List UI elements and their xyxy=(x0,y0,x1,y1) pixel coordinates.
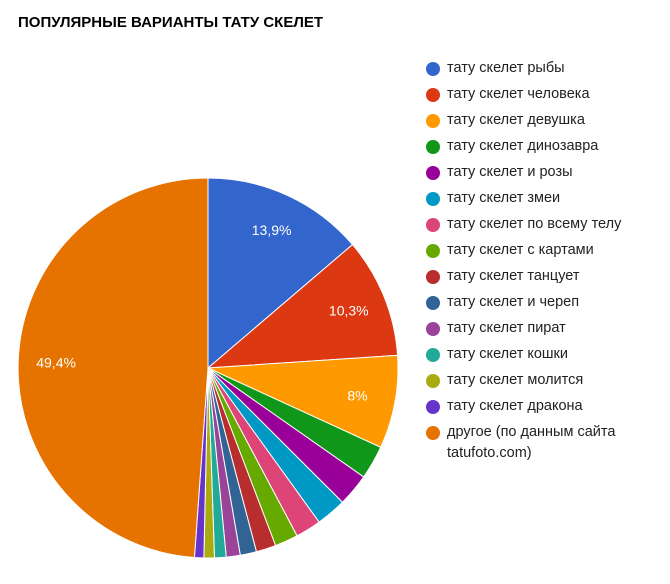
legend-swatch xyxy=(426,269,440,284)
legend-swatch xyxy=(426,243,440,258)
legend-item-12: тату скелет кошки xyxy=(426,344,666,365)
legend-swatch xyxy=(426,425,440,440)
chart-title: ПОПУЛЯРНЫЕ ВАРИАНТЫ ТАТУ СКЕЛЕТ xyxy=(18,14,324,31)
legend-item-10: тату скелет и череп xyxy=(426,292,666,313)
legend-item-15: другое (по данным сайта tatufoto.com) xyxy=(426,422,666,464)
slice-data-label-1: 13,9% xyxy=(252,222,292,238)
legend-swatch xyxy=(426,191,440,206)
legend-label: тату скелет танцует xyxy=(447,268,580,284)
legend: тату скелет рыбы тату скелет человека тату… xyxy=(426,58,666,469)
legend-label: тату скелет и розы xyxy=(447,164,573,180)
slice-data-label-3: 8% xyxy=(347,387,367,403)
legend-label: тату скелет рыбы xyxy=(447,60,565,76)
legend-item-1: тату скелет рыбы xyxy=(426,58,666,79)
legend-swatch xyxy=(426,295,440,310)
legend-item-2: тату скелет человека xyxy=(426,84,666,105)
legend-swatch xyxy=(426,373,440,388)
legend-item-5: тату скелет и розы xyxy=(426,162,666,183)
legend-label: тату скелет кошки xyxy=(447,346,569,362)
pie-slice-2 xyxy=(206,243,399,369)
pie-slice-1 xyxy=(207,177,354,370)
legend-swatch xyxy=(426,113,440,128)
legend-label: тату скелет девушка xyxy=(447,112,585,128)
pie-slices xyxy=(17,177,399,559)
legend-swatch xyxy=(426,165,440,180)
pie-slice-15 xyxy=(17,177,209,559)
legend-swatch xyxy=(426,217,440,232)
legend-label: тату скелет и череп xyxy=(447,294,580,310)
pie-data-labels: 13,9% 10,3% 8% 49,4% xyxy=(36,222,368,404)
legend-swatch xyxy=(426,61,440,76)
legend-item-3: тату скелет девушка xyxy=(426,110,666,131)
legend-swatch xyxy=(426,139,440,154)
legend-label: тату скелет пират xyxy=(447,320,566,336)
slice-data-label-15: 49,4% xyxy=(36,355,76,371)
legend-item-13: тату скелет молится xyxy=(426,370,666,391)
legend-label: тату скелет динозавра xyxy=(447,138,599,154)
legend-item-6: тату скелет змеи xyxy=(426,188,666,209)
legend-label: тату скелет молится xyxy=(447,372,584,388)
legend-swatch xyxy=(426,321,440,336)
pie-slice-3 xyxy=(207,354,399,448)
legend-label: другое (по данным сайта tatufoto.com) xyxy=(447,424,616,461)
legend-item-11: тату скелет пират xyxy=(426,318,666,339)
legend-label: тату скелет змеи xyxy=(447,190,561,206)
legend-item-9: тату скелет танцует xyxy=(426,266,666,287)
legend-label: тату скелет человека xyxy=(447,86,590,102)
legend-item-4: тату скелет динозавра xyxy=(426,136,666,157)
legend-label: тату скелет дракона xyxy=(447,398,583,414)
legend-label: тату скелет по всему телу xyxy=(447,216,622,232)
legend-item-7: тату скелет по всему телу xyxy=(426,214,666,235)
legend-label: тату скелет с картами xyxy=(447,242,594,258)
slice-data-label-2: 10,3% xyxy=(329,303,369,319)
legend-swatch xyxy=(426,87,440,102)
legend-item-14: тату скелет дракона xyxy=(426,396,666,417)
legend-swatch xyxy=(426,347,440,362)
legend-swatch xyxy=(426,399,440,414)
legend-item-8: тату скелет с картами xyxy=(426,240,666,261)
